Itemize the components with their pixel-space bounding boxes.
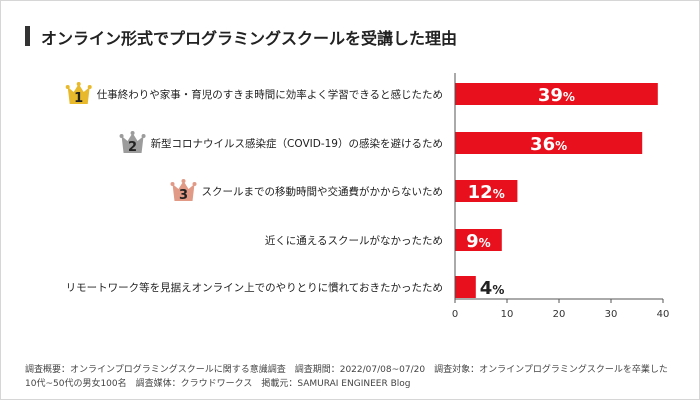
category-label: スクールまでの移動時間や交通費がかからないため: [202, 185, 444, 198]
bar: [455, 83, 658, 105]
survey-notes-line-2: 10代~50代の男女100名 調査媒体：クラウドワークス 掲載元：SAMURAI…: [25, 379, 411, 389]
category-label: 近くに通えるスクールがなかったため: [265, 234, 443, 247]
survey-notes-line-1: 調査概要：オンラインプログラミングスクールに関する意識調査 調査期間：2022/…: [25, 365, 668, 375]
rank-number: 3: [179, 188, 188, 203]
data-label: 4%: [480, 278, 505, 299]
category-label: リモートワーク等を見据えオンライン上でのやりとりに慣れておきたかったため: [66, 281, 443, 294]
x-tick-label: 10: [501, 309, 514, 320]
chart-title: オンライン形式でプログラミングスクールを受講した理由: [41, 29, 458, 48]
category-label: 新型コロナウイルス感染症（COVID-19）の感染を避けるため: [151, 137, 443, 150]
bar: [455, 276, 476, 298]
x-tick-label: 0: [452, 309, 458, 320]
bar: [455, 229, 502, 251]
rank-crown-icon: 3: [170, 179, 197, 203]
data-label: 36%: [530, 134, 567, 155]
rank-crown-icon: 1: [65, 82, 92, 106]
title-accent-bar: [25, 26, 30, 46]
data-label: 12%: [468, 182, 505, 203]
category-label: 仕事終わりや家事・育児のすきま時間に効率よく学習できると感じたため: [97, 88, 443, 101]
bar: [455, 180, 518, 202]
rank-crown-icon: 2: [119, 131, 146, 155]
rank-number: 2: [128, 140, 137, 155]
x-tick-label: 20: [553, 309, 566, 320]
rank-number: 1: [74, 91, 83, 106]
data-label: 39%: [538, 85, 575, 106]
x-tick-label: 30: [605, 309, 618, 320]
data-label: 9%: [466, 231, 491, 252]
survey-notes: 調査概要：オンラインプログラミングスクールに関する意識調査 調査期間：2022/…: [25, 363, 685, 391]
bar: [455, 132, 643, 154]
x-tick-label: 40: [657, 309, 670, 320]
bar-chart: 仕事終わりや家事・育児のすきま時間に効率よく学習できると感じたため 39%1新型コ…: [65, 73, 670, 320]
